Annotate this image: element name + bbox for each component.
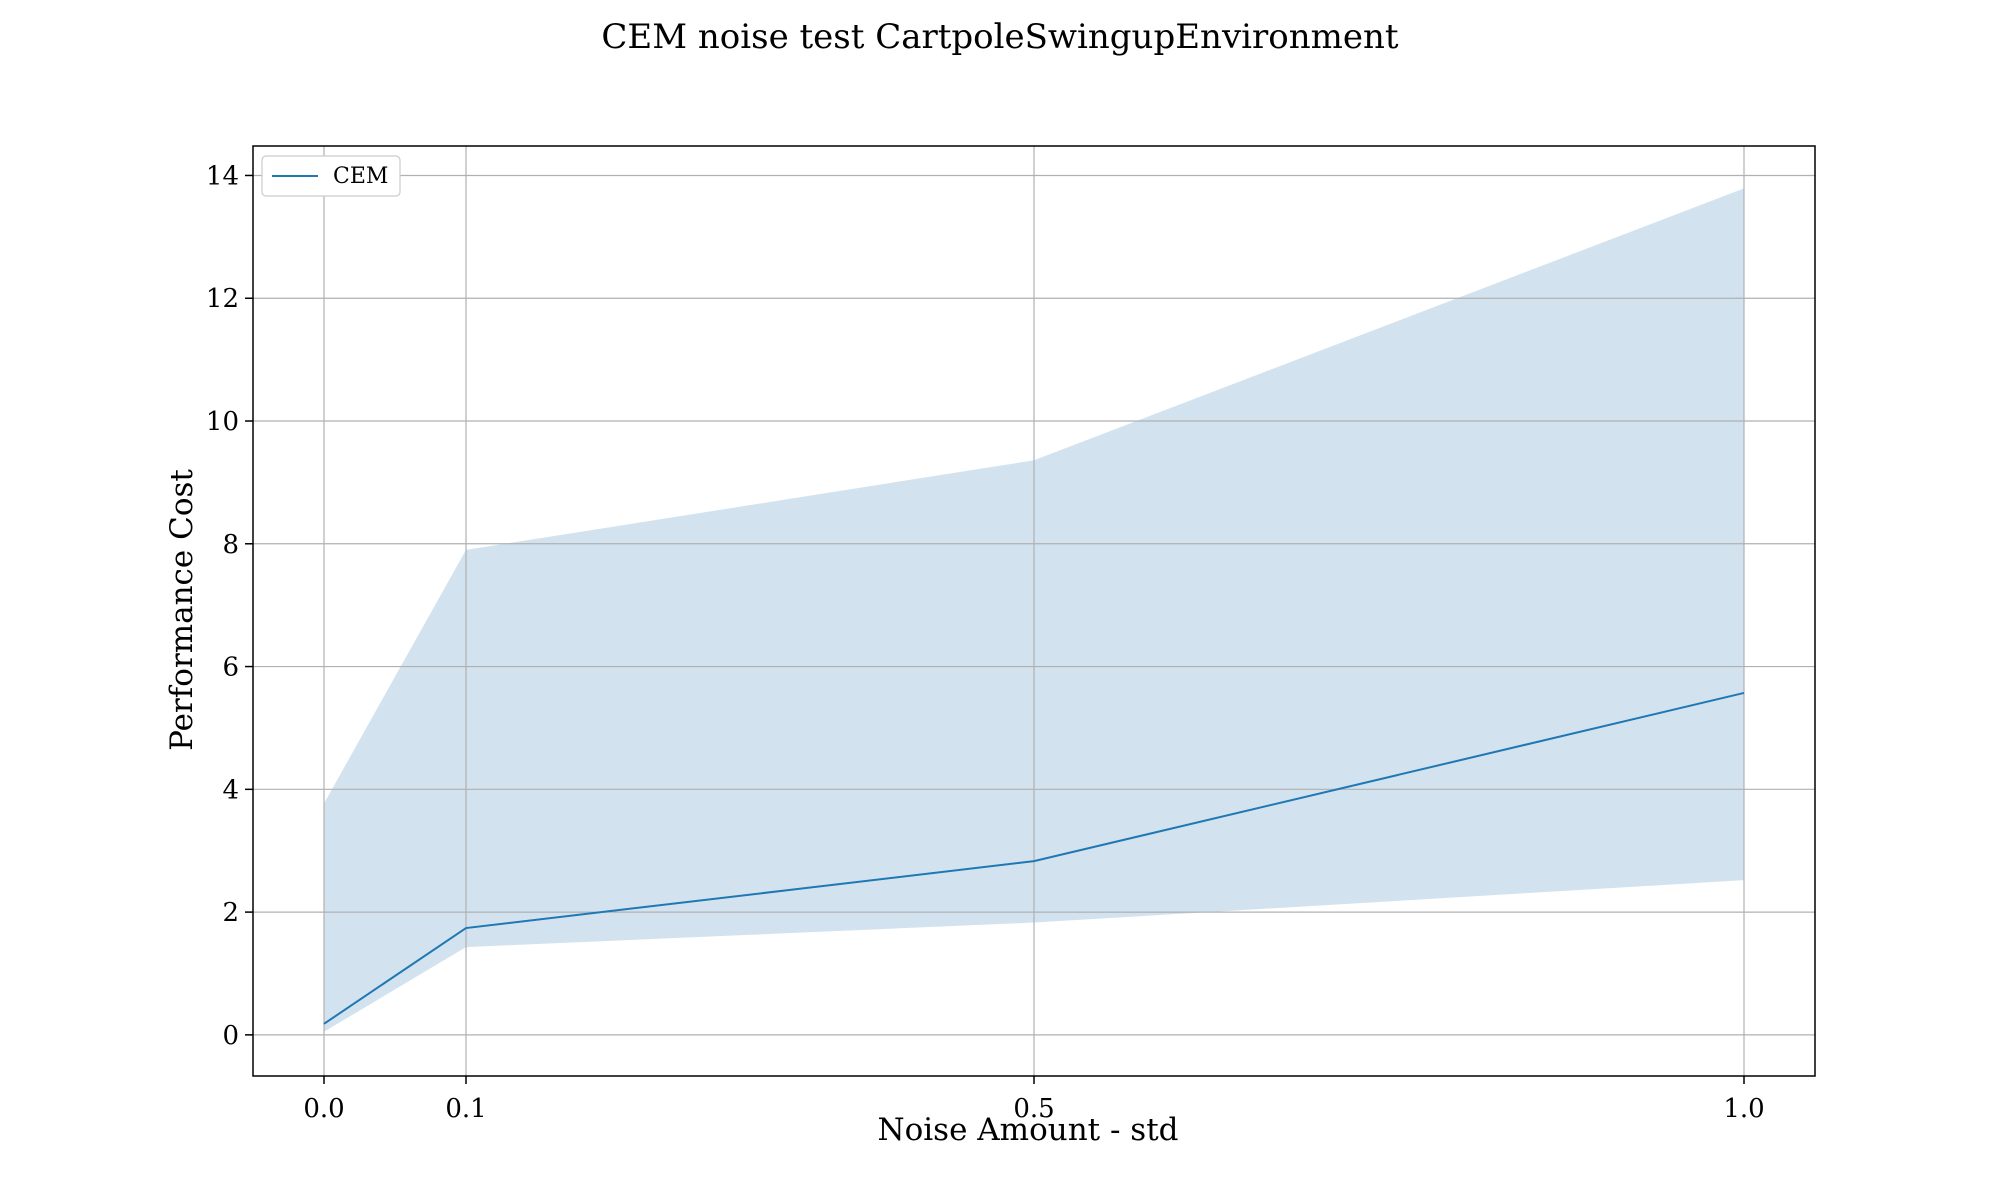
series-line-cem bbox=[323, 691, 1745, 1025]
x-axis-label: Noise Amount - std bbox=[877, 1112, 1178, 1148]
y-tick-label: 10 bbox=[206, 407, 239, 437]
legend-label-cem: CEM bbox=[333, 164, 388, 189]
y-tick-label: 0 bbox=[222, 1021, 239, 1051]
y-tick-layer: 0 2 4 6 8 10 12 14 bbox=[206, 161, 253, 1051]
grid-layer bbox=[253, 146, 1815, 1076]
x-tick-layer: 0.0 0.1 0.5 1.0 bbox=[303, 1076, 1765, 1124]
plot-area: 0.0 0.1 0.5 1.0 0 2 4 6 8 10 12 14 bbox=[206, 145, 1816, 1124]
x-tick-label: 0.0 bbox=[303, 1094, 344, 1124]
y-tick-label: 14 bbox=[206, 161, 239, 191]
legend-box bbox=[261, 155, 401, 197]
x-tick-label: 1.0 bbox=[1723, 1094, 1764, 1124]
y-axis-label: Performance Cost bbox=[164, 469, 200, 751]
legend: CEM bbox=[261, 155, 401, 197]
y-tick-label: 12 bbox=[206, 284, 239, 314]
x-tick-label: 0.1 bbox=[445, 1094, 486, 1124]
y-tick-label: 4 bbox=[222, 775, 239, 805]
y-tick-label: 8 bbox=[222, 530, 239, 560]
series-line-layer bbox=[323, 691, 1745, 1025]
y-tick-label: 6 bbox=[222, 653, 239, 683]
chart-title: CEM noise test CartpoleSwingupEnvironmen… bbox=[601, 17, 1398, 57]
y-tick-label: 2 bbox=[222, 898, 239, 928]
x-tick-label: 0.5 bbox=[1013, 1094, 1054, 1124]
